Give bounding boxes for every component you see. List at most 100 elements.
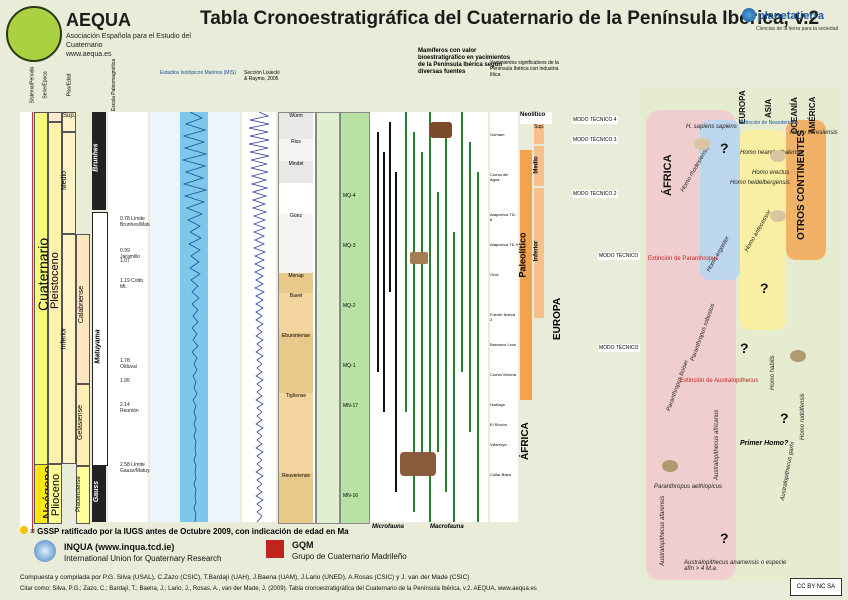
microfauna-label: Microfauna: [372, 524, 405, 530]
stage-piacenzian-label: Piacenciense: [75, 476, 82, 512]
subseries-medio-label: Medio: [61, 170, 69, 191]
skull-habilis: [790, 350, 806, 362]
event-bm: 0.78 Límite Brunhes/Matuyama: [120, 216, 164, 228]
site-item: Fuente Nueva 3: [490, 312, 516, 322]
stage-gelasian: Gelasiense: [76, 384, 90, 466]
evo-region-africa: ÁFRICA: [662, 154, 674, 196]
stage-eburoniense: Eburoniense: [279, 333, 313, 393]
site-item: Cueva Victoria: [490, 372, 516, 377]
culture-neolithic: Neolítico: [520, 112, 552, 124]
stage-riss: Riss: [279, 139, 313, 161]
site-item: Orce: [490, 272, 499, 277]
evo-region-asia: ASIA: [764, 98, 773, 118]
time-axis: [20, 112, 33, 532]
partner-subtitle: Ciencias de la tierra para la sociedad: [756, 26, 839, 32]
chron-gauss: Gauss: [92, 466, 106, 522]
culture-inferior-label: Inferior: [533, 240, 540, 262]
site-item: Villarroya: [490, 442, 507, 447]
evo-other-band: [786, 120, 826, 260]
gssp-note: = GSSP ratificado por la IUGS antes de O…: [20, 526, 349, 536]
macrofauna-label: Macrofauna: [430, 524, 464, 530]
isotope-header: Estadios Isotópicos Marinos (MIS): [160, 70, 236, 76]
event-neanderthal-extinction: Extinción de Neandertales: [740, 120, 799, 126]
species-afarensis: Australopithecus afarensis: [660, 495, 666, 566]
chron-matuyama: Matuyama: [92, 212, 108, 466]
event-first-homo: Primer Homo?: [740, 440, 789, 447]
mode-3: MODO TÉCNICO 3: [572, 136, 618, 144]
subseries-sup: Sup.: [62, 112, 76, 132]
mode-1: MODO TÉCNICO 1: [598, 252, 644, 260]
system-neogene: Neógeno: [34, 464, 55, 524]
evo-asia-band: [740, 130, 786, 330]
unit-mq1: MQ-1: [343, 363, 356, 369]
site-item: Barranco León: [490, 342, 517, 347]
page-title: Tabla Cronoestratigráfica del Cuaternari…: [200, 8, 820, 29]
species-aethiopicus: Paranthropus aethiopicus: [654, 484, 723, 490]
mammals-ranges: [377, 112, 479, 522]
mammals-header: Mamíferos con valor bioestratigráfico en…: [418, 48, 511, 75]
stage-calabrian: Calabriense: [76, 234, 90, 384]
culture-inferior: Inferior: [533, 188, 544, 318]
culture-medio: Medio: [534, 146, 544, 186]
species-heidelbergensis: Homo heidelbergensis: [730, 180, 790, 186]
stage-piacenzian: Piacenciense: [76, 466, 90, 524]
gqm-full: Grupo de Cuaternario Madrileño: [292, 552, 407, 561]
culture-paleolithic: Paleolítico: [517, 150, 532, 400]
isotope-curve: [150, 111, 240, 523]
org-full-text: Asociación Española para el Estudio del …: [66, 33, 191, 49]
mode-1-africa: MODO TÉCNICO 1 en África: [598, 344, 665, 352]
isotope-column: [150, 111, 240, 523]
org-url[interactable]: www.aequa.es: [66, 51, 112, 58]
evo-region-other: OTROS CONTINENTES: [796, 129, 807, 240]
org-short-name: AEQUA: [66, 10, 132, 30]
gqm-short: GQM: [292, 540, 314, 550]
strat-header-paleomag: Escala Paleomagnética: [111, 58, 118, 112]
stage-gunz: Günz: [279, 213, 313, 273]
unit-mq4: MQ-4: [343, 193, 356, 199]
cc-license-badge: CC BY NC SA: [790, 578, 842, 596]
stage-tigliense: Tiglíense: [279, 393, 313, 473]
cycles-header: Sección Lisiecki & Raymo, 2005: [244, 70, 280, 82]
units-column: MQ-4 MQ-3 MQ-2 MQ-1 MN-17 MN-16: [340, 112, 370, 524]
inqua-name: INQUA (www.inqua.tcd.ie): [64, 542, 175, 552]
unit-mn16: MN-16: [343, 493, 359, 499]
subseries-inferior-label: Inferior: [60, 327, 68, 350]
species-erectus: Homo erectus: [752, 170, 790, 176]
cycles-column: [242, 111, 276, 523]
evo-region-america: AMÉRICA: [808, 96, 817, 134]
series-pleistocene: Pleistoceno: [48, 122, 62, 464]
culture-medio-label: Medio: [533, 156, 540, 174]
region-europe-arch: EUROPA: [552, 297, 563, 340]
skull-neanderthal: [770, 150, 786, 162]
mode-4: MODO TÉCNICO 4: [572, 116, 618, 124]
species-habilis: Homo habilis: [770, 355, 776, 390]
aequa-logo: [6, 6, 62, 62]
gssp-note-text: = GSSP ratificado por la IUGS antes de O…: [30, 527, 349, 536]
citation: Citar como: Silva, P.G.; Zazo, C.; Barda…: [20, 586, 537, 592]
archaeology-header: Yacimientos significativos de la Penínsu…: [490, 60, 559, 78]
pollen-column: [316, 112, 340, 524]
event-olduvai: 1.78 Olduvai: [120, 358, 137, 370]
mammals-chart: [370, 112, 488, 522]
event-jaramillo: 0.99 Jaramillo: [120, 248, 141, 260]
species-rudolfensis: Homo rudolfensis: [800, 393, 806, 440]
unit-mq2: MQ-2: [343, 303, 356, 309]
event-gm: 2.58 Límite Gauss/Matuyama: [120, 462, 160, 474]
credits: Compuesta y compilada por P.G. Silva (US…: [20, 574, 470, 581]
inqua-full: International Union for Quaternary Resea…: [64, 554, 222, 563]
chron-brunhes: Brunhes: [92, 112, 106, 210]
culture-paleolithic-label: Paleolítico: [517, 232, 528, 278]
strat-header-stage: Piso/Edad: [66, 73, 73, 97]
question-mark: ?: [780, 410, 789, 426]
series-holocene: [48, 112, 62, 122]
chron-gauss-label: Gauss: [93, 480, 101, 503]
site-item: Cueva del Agua: [490, 172, 509, 182]
strat-headers: Sistema/Periodo Serie/Época Piso/Edad Es…: [18, 59, 128, 112]
gssp-icon: [20, 526, 28, 534]
subseries-inferior: Inferior: [60, 234, 76, 464]
species-anamensis: Australopithecus anamensis o especie afí…: [684, 560, 787, 572]
subseries-medio: Medio: [61, 132, 76, 234]
series-pleistocene-label: Pleistoceno: [49, 252, 61, 309]
event-reunion: 2.14 Reunión: [120, 402, 139, 414]
stage-gelasian-label: Gelasiense: [77, 404, 85, 441]
